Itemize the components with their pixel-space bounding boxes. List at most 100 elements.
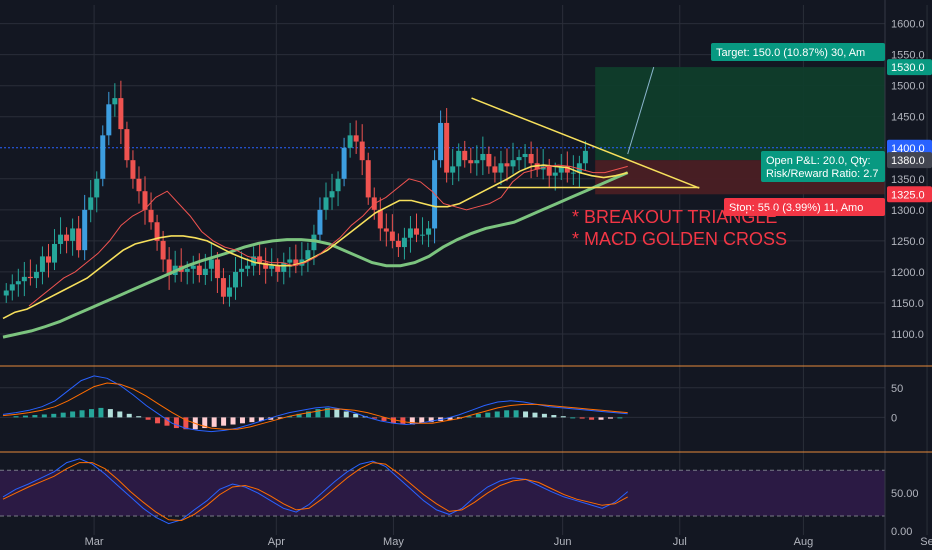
- candles: [3, 80, 588, 307]
- macd-histogram-bar: [306, 411, 312, 418]
- macd-histogram-bar: [466, 416, 472, 418]
- macd-tick-label: 50: [891, 383, 903, 395]
- macd-histogram-bar: [155, 417, 161, 424]
- candle-body: [359, 141, 365, 161]
- macd-histogram-bar: [89, 409, 94, 418]
- macd-tick-label: 0: [891, 412, 897, 424]
- candle-body: [184, 268, 190, 272]
- candle-body: [438, 122, 444, 161]
- candle-body: [383, 228, 389, 232]
- candle-body: [208, 259, 214, 269]
- candle-body: [426, 228, 432, 235]
- candle-body: [70, 228, 76, 241]
- candle-body: [468, 160, 474, 164]
- macd-histogram-bar: [607, 417, 613, 419]
- candle-body: [136, 178, 142, 192]
- y-tick-label: 1350.0: [891, 174, 925, 186]
- candle-body: [558, 166, 564, 173]
- x-tick-label: May: [383, 536, 404, 548]
- macd-line: [2, 375, 628, 433]
- candle-body: [389, 231, 395, 241]
- macd-histogram-bar: [541, 413, 547, 418]
- candle-body: [570, 172, 576, 174]
- candle-body: [492, 166, 498, 173]
- candle-body: [118, 98, 124, 130]
- y-tick-label: 1600.0: [891, 19, 925, 31]
- candle-body: [450, 166, 456, 173]
- x-tick-label: Aug: [794, 536, 814, 548]
- macd-histogram-bar: [324, 407, 330, 418]
- candle-body: [3, 290, 9, 296]
- macd-histogram-bar: [551, 415, 557, 418]
- candle-body: [444, 122, 450, 173]
- svg-text:Target: 150.0 (10.87%) 30, Am: Target: 150.0 (10.87%) 30, Am: [716, 47, 865, 59]
- candle-body: [413, 228, 419, 235]
- macd-histogram-bar: [136, 416, 142, 418]
- candle-body: [33, 271, 39, 279]
- candle-body: [263, 262, 269, 269]
- target-arrow-line: [627, 66, 655, 155]
- macd-histogram-bar: [277, 417, 283, 419]
- x-tick-label: Jul: [673, 536, 687, 548]
- candle-body: [130, 160, 136, 179]
- candle-body: [239, 268, 245, 272]
- macd-histogram-bar: [202, 417, 208, 429]
- candle-body: [480, 153, 486, 161]
- candle-body: [21, 276, 27, 282]
- y-tick-label: 1300.0: [891, 205, 925, 217]
- rsi-tick-label: 0.00: [891, 526, 912, 538]
- macd-histogram-bar: [145, 417, 151, 420]
- macd-panel: [2, 375, 628, 433]
- candle-body: [269, 265, 275, 269]
- candle-body: [576, 163, 582, 173]
- macd-histogram-bar: [409, 417, 415, 425]
- candle-body: [202, 268, 208, 275]
- candle-body: [317, 209, 323, 235]
- macd-histogram-bar: [579, 417, 585, 419]
- target-label: Target: 150.0 (10.87%) 30, Am: [711, 43, 885, 61]
- macd-histogram-bar: [428, 417, 434, 423]
- candle-body: [88, 197, 94, 210]
- macd-histogram-bar: [315, 409, 321, 418]
- macd-histogram-bar: [532, 412, 538, 418]
- candle-body: [9, 284, 15, 291]
- candle-body: [106, 104, 112, 136]
- candle-body: [245, 265, 251, 269]
- macd-histogram-bar: [513, 410, 519, 418]
- macd-histogram-bar: [560, 416, 566, 418]
- macd-histogram-bar: [13, 416, 19, 418]
- macd-histogram-bar: [287, 416, 293, 418]
- macd-histogram-bar: [334, 409, 340, 418]
- y-tick-label: 1150.0: [891, 298, 924, 310]
- macd-histogram-bar: [173, 417, 179, 429]
- sma-slow-line: [2, 171, 629, 339]
- candle-body: [154, 222, 160, 241]
- rsi-d-line: [2, 462, 628, 522]
- candle-body: [76, 228, 82, 251]
- y-tick-label: 1500.0: [891, 81, 925, 93]
- price-tag-label: 1400.0: [891, 143, 925, 155]
- sma-mid-line: [2, 164, 628, 320]
- candle-body: [498, 163, 504, 173]
- candle-body: [214, 259, 220, 279]
- macd-histogram-bar: [296, 413, 302, 418]
- svg-text:Open P&L: 20.0, Qty:: Open P&L: 20.0, Qty:: [766, 155, 871, 167]
- macd-histogram-bar: [32, 415, 38, 418]
- candle-body: [401, 237, 407, 248]
- macd-histogram-bar: [98, 407, 104, 418]
- candle-body: [341, 147, 347, 179]
- trendlines: [471, 66, 700, 189]
- candle-body: [196, 265, 202, 275]
- macd-histogram-bar: [419, 417, 425, 424]
- price-tag-label: 1380.0: [891, 155, 925, 167]
- candle-body: [323, 197, 329, 210]
- candle-body: [365, 160, 371, 198]
- macd-histogram-bar: [183, 417, 189, 430]
- signal-line: [2, 382, 628, 430]
- candle-body: [582, 150, 588, 164]
- candle-body: [564, 166, 570, 173]
- candle-body: [516, 157, 522, 161]
- candle-body: [377, 209, 383, 229]
- macd-histogram-bar: [589, 417, 595, 420]
